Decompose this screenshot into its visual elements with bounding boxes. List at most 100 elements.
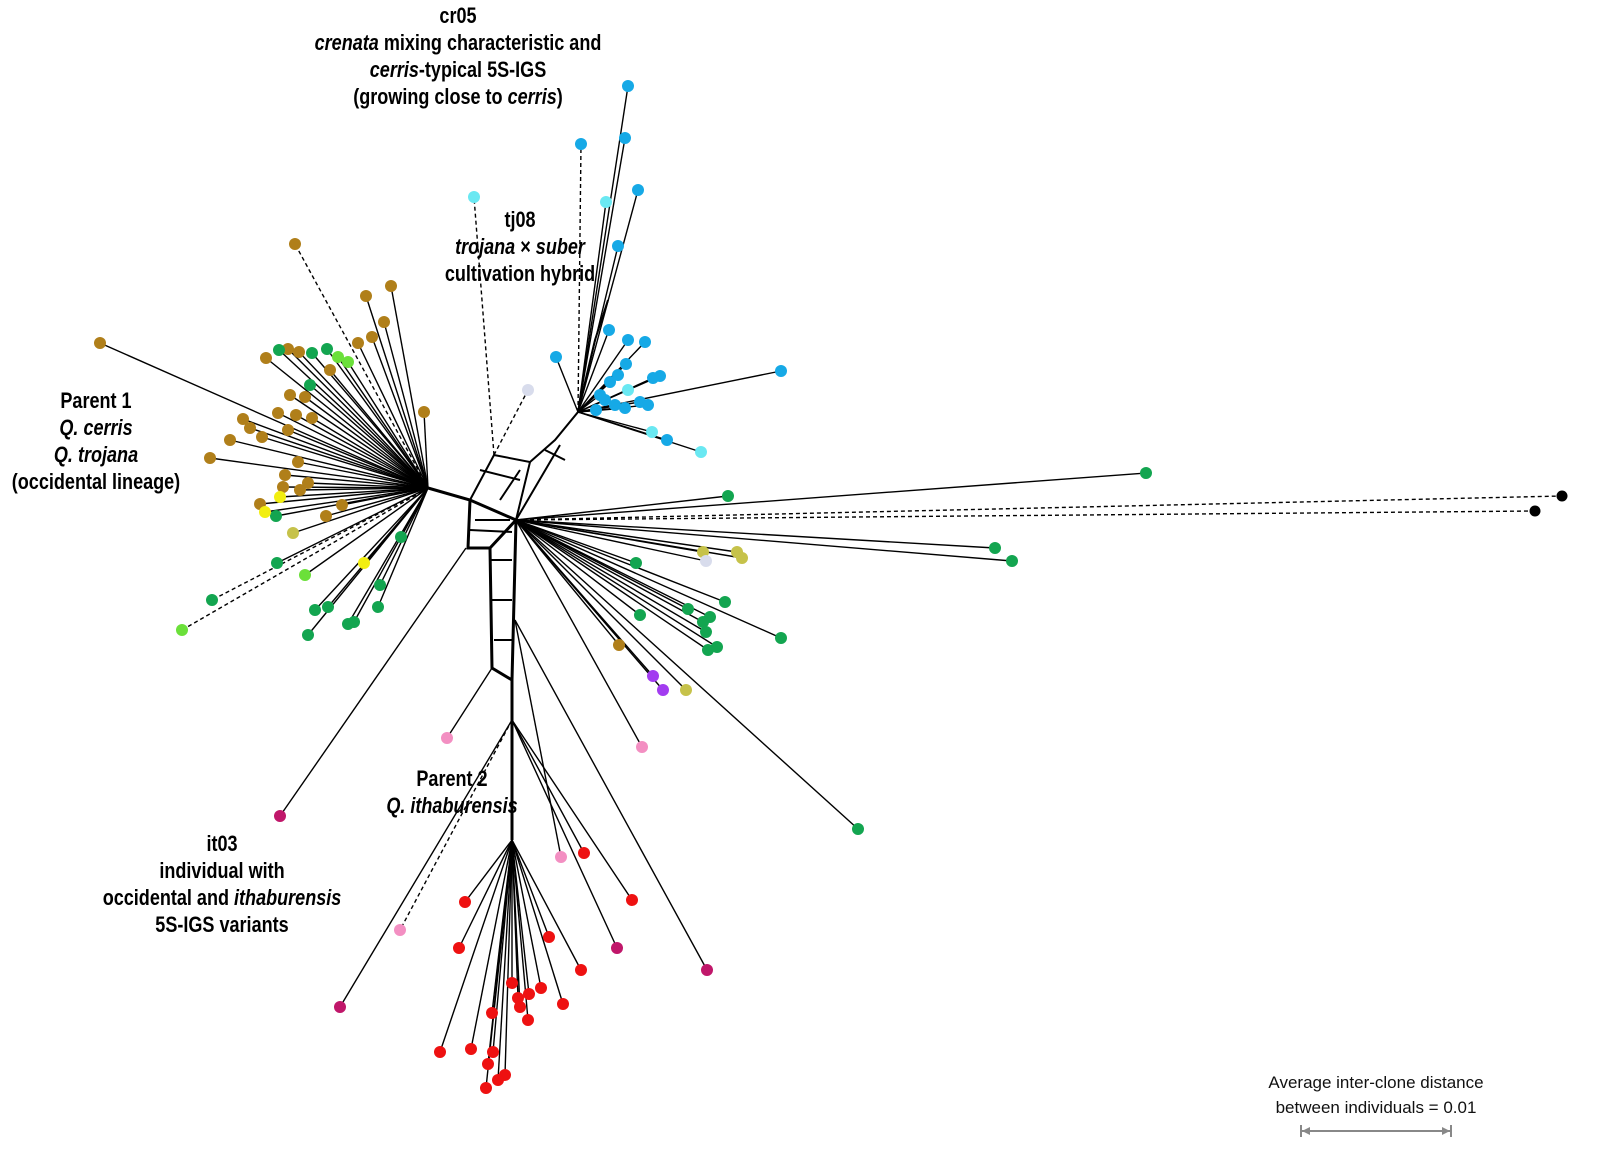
- leaf-node-cyan: [646, 426, 658, 438]
- leaf-node-brown: [292, 456, 304, 468]
- leaf-node-blue: [647, 372, 659, 384]
- leaf-node-green: [273, 344, 285, 356]
- leaf-node-blue: [622, 334, 634, 346]
- leaf-branch: [577, 143, 582, 413]
- leaf-node-green: [700, 626, 712, 638]
- leaf-node-blue: [612, 240, 624, 252]
- leaf-node-blue: [609, 399, 621, 411]
- leaf-branch: [511, 839, 582, 971]
- leaf-branch: [511, 719, 585, 854]
- leaf-node-yellow: [274, 491, 286, 503]
- leaf-branch: [515, 472, 1147, 521]
- leaf-branch: [470, 839, 513, 1050]
- leaf-node-brown: [352, 337, 364, 349]
- cr05-text: mixing characteristic and: [378, 30, 602, 55]
- leaf-branch: [515, 519, 726, 603]
- leaf-node-green: [711, 641, 723, 653]
- leaf-branch: [287, 348, 429, 489]
- network-core-edge: [466, 499, 514, 840]
- parent2-species: Q. ithaburensis: [386, 793, 518, 818]
- leaf-node-pink: [441, 732, 453, 744]
- leaf-branch: [298, 351, 429, 489]
- leaf-node-brown: [290, 409, 302, 421]
- leaf-branch: [577, 411, 702, 453]
- leaf-node-red: [480, 1082, 492, 1094]
- tj08-id: tj08: [504, 207, 536, 232]
- leaf-node-brown: [237, 413, 249, 425]
- leaf-branch: [515, 519, 664, 691]
- leaf-node-blue: [639, 336, 651, 348]
- leaf-branch: [311, 417, 429, 489]
- leaf-node-blue: [642, 399, 654, 411]
- tj08-cross: ×: [515, 234, 536, 259]
- leaf-node-brown: [277, 481, 289, 493]
- tj08-text: cultivation hybrid: [444, 261, 596, 286]
- leaf-node-olive: [287, 527, 299, 539]
- leaf-node-blue: [619, 402, 631, 414]
- leaf-branch: [261, 436, 429, 489]
- leaf-node-pink: [555, 851, 567, 863]
- leaf-node-green: [304, 379, 316, 391]
- leaf-branch: [277, 412, 429, 489]
- leaf-branch: [511, 839, 550, 938]
- leaf-node-brown: [260, 352, 272, 364]
- leaf-node-green: [1140, 467, 1152, 479]
- leaf-branch: [304, 487, 429, 576]
- leaf-node-cyan: [695, 446, 707, 458]
- leaf-branch: [347, 487, 429, 625]
- it03-id: it03: [206, 831, 238, 856]
- leaf-branch: [365, 295, 429, 489]
- leaf-node-red: [535, 982, 547, 994]
- leaf-branch: [371, 336, 429, 489]
- leaf-branch: [577, 137, 626, 413]
- leaf-node-green: [634, 609, 646, 621]
- leaf-branch: [577, 339, 629, 413]
- leaf-node-brown: [279, 469, 291, 481]
- leaf-branch: [439, 839, 513, 1053]
- leaf-branch: [577, 201, 607, 413]
- leaf-node-blue: [575, 138, 587, 150]
- leaf-node-brown: [284, 389, 296, 401]
- leaf-branch: [577, 189, 639, 413]
- leaf-node-green: [775, 632, 787, 644]
- leaf-branch: [326, 348, 429, 489]
- leaf-node-brown: [294, 484, 306, 496]
- leaf-branch: [363, 487, 429, 564]
- leaf-node-brown: [282, 424, 294, 436]
- network-core-edge: [469, 449, 566, 641]
- leaf-node-pink: [394, 924, 406, 936]
- leaf-node-brown: [293, 346, 305, 358]
- leaf-node-red: [523, 988, 535, 1000]
- leaf-branch: [294, 243, 429, 489]
- leaf-node-blue: [619, 132, 631, 144]
- leaf-branch: [304, 396, 429, 489]
- leaf-node-brown: [366, 331, 378, 343]
- leaf-node-green: [630, 557, 642, 569]
- cr05-taxon: crenata: [314, 30, 379, 55]
- it03-text: individual with: [159, 858, 285, 883]
- leaf-branch: [511, 839, 542, 989]
- cr05-text2: -typical 5S-IGS: [418, 57, 547, 82]
- leaf-node-green: [322, 601, 334, 613]
- leaf-branch: [377, 487, 429, 608]
- scale-bar-label: Average inter-clone distance between ind…: [1236, 1070, 1516, 1120]
- leaf-node-green: [719, 596, 731, 608]
- leaf-branch: [390, 285, 429, 489]
- leaf-node-green: [270, 510, 282, 522]
- leaf-node-brown: [378, 316, 390, 328]
- leaf-branch: [515, 519, 620, 646]
- leaf-node-brown: [224, 434, 236, 446]
- leaf-node-red: [512, 992, 524, 1004]
- leaf-branch: [555, 356, 579, 413]
- leaf-branch: [515, 519, 709, 651]
- leaf-branch: [493, 389, 529, 456]
- leaf-branch: [211, 487, 429, 601]
- leaf-node-lavender: [522, 384, 534, 396]
- network-core-edge: [515, 444, 561, 521]
- leaf-node-brown: [244, 422, 256, 434]
- leaf-branch: [515, 510, 1536, 521]
- cr05-text4: ): [556, 84, 563, 109]
- leaf-branch: [577, 329, 610, 413]
- leaf-node-yellow: [358, 557, 370, 569]
